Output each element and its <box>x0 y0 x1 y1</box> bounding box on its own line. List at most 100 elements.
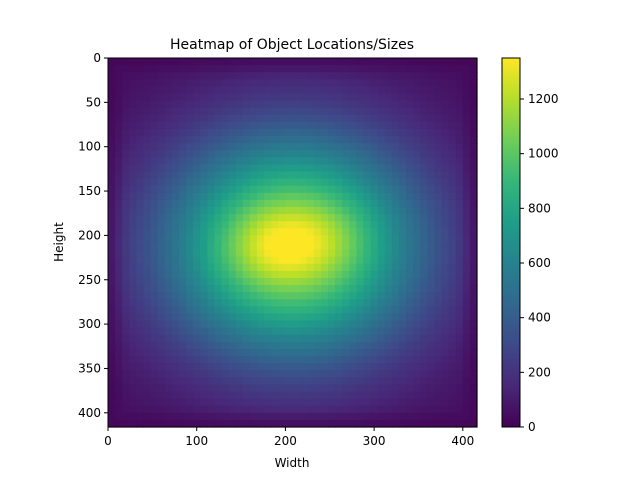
heatmap-cell <box>186 192 194 201</box>
heatmap-cell <box>413 391 421 400</box>
heatmap-cell <box>235 285 244 293</box>
heatmap-cell <box>193 150 201 158</box>
heatmap-cell <box>377 86 386 95</box>
heatmap-cell <box>178 192 187 201</box>
heatmap-cell <box>108 320 116 329</box>
heatmap-cell <box>143 363 152 371</box>
heatmap-cell <box>377 306 386 315</box>
heatmap-cell <box>391 285 400 293</box>
heatmap-cell <box>335 171 343 180</box>
heatmap-cell <box>200 228 208 237</box>
heatmap-cell <box>285 128 294 137</box>
heatmap-cell <box>278 228 287 237</box>
heatmap-cell <box>455 79 464 87</box>
heatmap-cell <box>327 263 336 272</box>
heatmap-cell <box>292 128 301 137</box>
heatmap-cell <box>448 384 457 393</box>
heatmap-cell <box>242 65 251 73</box>
heatmap-cell <box>136 398 145 407</box>
heatmap-cell <box>207 107 216 116</box>
heatmap-cell <box>335 164 343 173</box>
heatmap-cell <box>249 341 258 350</box>
heatmap-cell <box>413 327 421 336</box>
heatmap-cell <box>469 150 478 158</box>
heatmap-cell <box>214 313 223 322</box>
heatmap-cell <box>384 100 393 109</box>
heatmap-cell <box>178 235 187 244</box>
heatmap-cell <box>249 72 258 80</box>
heatmap-cell <box>370 86 379 95</box>
heatmap-cell <box>370 398 379 407</box>
heatmap-cell <box>214 128 223 137</box>
heatmap-cell <box>115 320 123 329</box>
heatmap-cell <box>122 299 130 307</box>
heatmap-cell <box>228 128 237 137</box>
heatmap-cell <box>285 263 294 272</box>
heatmap-cell <box>257 100 265 109</box>
heatmap-cell <box>306 370 315 378</box>
heatmap-cell <box>271 256 279 265</box>
heatmap-cell <box>108 299 116 307</box>
heatmap-cell <box>164 192 173 201</box>
heatmap-cell <box>313 313 322 322</box>
heatmap-cell <box>455 412 464 421</box>
heatmap-cell <box>214 341 223 350</box>
heatmap-cell <box>313 235 322 244</box>
heatmap-cell <box>320 171 329 180</box>
heatmap-cell <box>377 249 386 258</box>
heatmap-cell <box>228 405 237 414</box>
heatmap-cell <box>136 235 145 244</box>
heatmap-cell <box>342 107 350 116</box>
heatmap-cell <box>136 150 145 158</box>
heatmap-cell <box>420 185 428 194</box>
heatmap-cell <box>313 270 322 279</box>
heatmap-cell <box>406 391 414 400</box>
heatmap-cell <box>342 377 350 386</box>
heatmap-cell <box>200 136 208 144</box>
heatmap-cell <box>441 58 450 66</box>
heatmap-cell <box>391 72 400 80</box>
heatmap-cell <box>122 185 130 194</box>
heatmap-cell <box>249 299 258 307</box>
heatmap-cell <box>157 292 166 300</box>
heatmap-cell <box>363 356 372 364</box>
heatmap-cell <box>264 306 272 315</box>
heatmap-cell <box>235 86 244 95</box>
heatmap-cell <box>292 228 301 237</box>
heatmap-cell <box>370 221 379 229</box>
heatmap-cell <box>115 306 123 315</box>
heatmap-cell <box>292 306 301 315</box>
heatmap-cell <box>448 235 457 244</box>
heatmap-cell <box>406 86 414 95</box>
heatmap-cell <box>171 100 180 109</box>
heatmap-cell <box>391 348 400 357</box>
heatmap-cell <box>115 192 123 201</box>
heatmap-cell <box>420 327 428 336</box>
heatmap-cell <box>384 207 393 215</box>
heatmap-cell <box>129 235 137 244</box>
heatmap-cell <box>349 93 357 102</box>
heatmap-cell <box>108 157 116 166</box>
heatmap-cell <box>271 235 279 244</box>
heatmap-cell <box>257 356 265 364</box>
heatmap-cell <box>143 58 152 66</box>
heatmap-cell <box>356 363 365 371</box>
heatmap-cell <box>157 235 166 244</box>
heatmap-cell <box>228 107 237 116</box>
heatmap-cell <box>427 277 436 286</box>
heatmap-cell <box>434 228 443 237</box>
heatmap-cell <box>136 228 145 237</box>
heatmap-cell <box>221 299 230 307</box>
heatmap-cell <box>420 86 428 95</box>
heatmap-cell <box>335 207 343 215</box>
heatmap-cell <box>242 363 251 371</box>
heatmap-cell <box>406 185 414 194</box>
heatmap-cell <box>320 72 329 80</box>
heatmap-cell <box>264 256 272 265</box>
heatmap-cell <box>193 207 201 215</box>
heatmap-cell <box>420 157 428 166</box>
heatmap-cell <box>398 72 407 80</box>
heatmap-cell <box>434 419 443 428</box>
heatmap-cell <box>271 306 279 315</box>
heatmap-cell <box>363 171 372 180</box>
